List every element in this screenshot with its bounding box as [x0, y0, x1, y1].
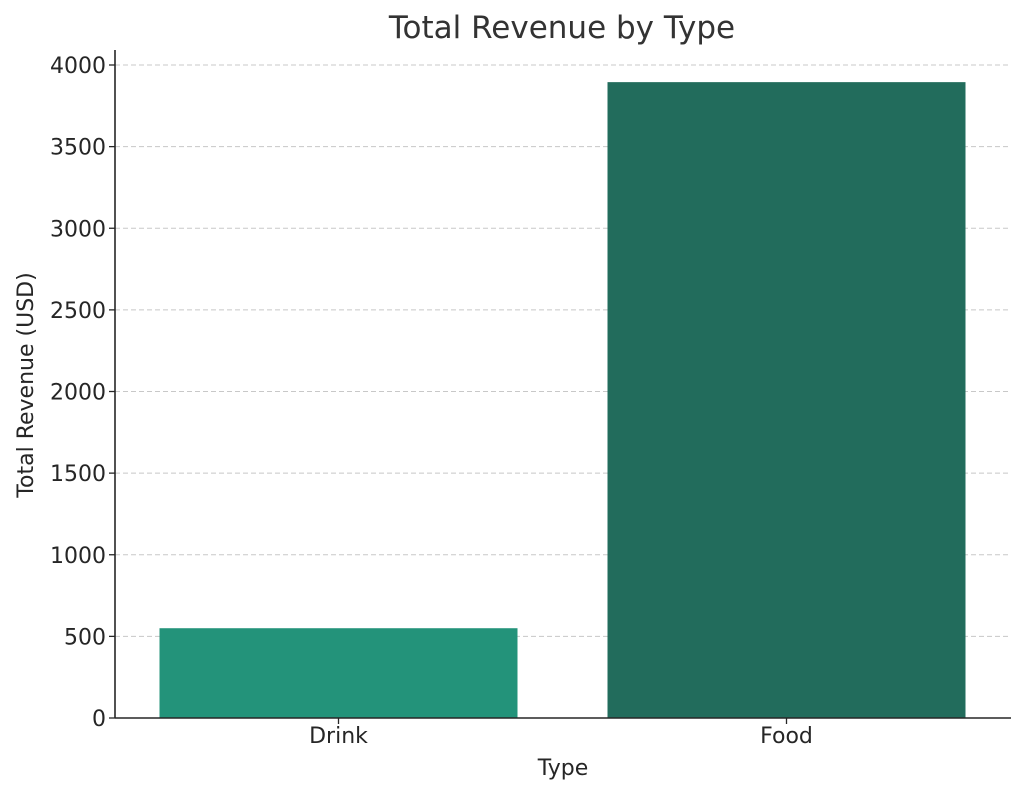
- y-tick-label: 2000: [50, 381, 106, 406]
- bar-food: [607, 82, 966, 719]
- bar-drink: [159, 628, 518, 718]
- x-tick-label-food: Food: [760, 724, 813, 749]
- y-tick-label: 0: [92, 707, 106, 732]
- y-tick-label: 3000: [50, 217, 106, 242]
- y-tick-label: 500: [64, 625, 106, 650]
- y-axis-label: Total Revenue (USD): [14, 272, 39, 498]
- y-tick-label: 3500: [50, 136, 106, 161]
- x-tick-label-drink: Drink: [309, 724, 368, 749]
- y-tick-label: 1000: [50, 544, 106, 569]
- bars: [159, 82, 966, 719]
- y-axis-ticks: 0 500 1000 1500 2000 2500 3000 3500 4000: [50, 54, 115, 732]
- x-axis-ticks: Drink Food: [309, 718, 813, 749]
- y-tick-label: 1500: [50, 462, 106, 487]
- y-tick-label: 4000: [50, 54, 106, 79]
- axes: [114, 50, 1011, 719]
- x-axis-label: Type: [537, 756, 589, 781]
- y-tick-label: 2500: [50, 299, 106, 324]
- chart-title: Total Revenue by Type: [388, 10, 735, 46]
